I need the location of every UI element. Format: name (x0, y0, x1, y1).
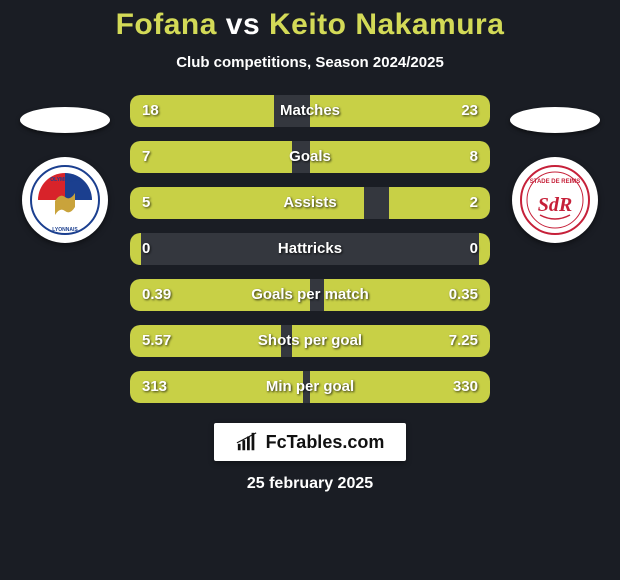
stat-row: 52Assists (130, 187, 490, 219)
brand-text: FcTables.com (266, 432, 385, 453)
right-club-crest-icon: STADE DE REIMS SdR (512, 157, 598, 243)
main-content: OLYMPIQUE LYONNAIS 1823Matches78Goals52A… (0, 95, 620, 403)
stat-value-left: 0.39 (142, 279, 171, 311)
stat-value-left: 313 (142, 371, 167, 403)
stats-bars: 1823Matches78Goals52Assists00Hattricks0.… (130, 95, 490, 403)
footer: FcTables.com 25 february 2025 (214, 423, 407, 493)
stat-value-right: 7.25 (449, 325, 478, 357)
bar-right (479, 233, 490, 265)
stat-value-left: 18 (142, 95, 159, 127)
right-flag-icon (510, 107, 600, 133)
comparison-card: Fofana vs Keito Nakamura Club competitio… (0, 0, 620, 580)
bar-right (310, 141, 490, 173)
stat-row: 1823Matches (130, 95, 490, 127)
stat-row: 313330Min per goal (130, 371, 490, 403)
left-side: OLYMPIQUE LYONNAIS (10, 95, 120, 243)
date-text: 25 february 2025 (247, 475, 373, 493)
stat-value-left: 7 (142, 141, 150, 173)
stat-row: 0 0Hattricks (130, 233, 490, 265)
stat-row: 0.390.35Goals per match (130, 279, 490, 311)
bar-left (130, 233, 141, 265)
stat-value-left: 5.57 (142, 325, 171, 357)
vs-text: vs (226, 8, 260, 41)
svg-text:SdR: SdR (538, 194, 572, 216)
stat-value-right: 0 (470, 233, 478, 265)
player1-name: Fofana (116, 8, 217, 41)
stat-value-right: 8 (470, 141, 478, 173)
stat-value-right: 2 (470, 187, 478, 219)
left-club-crest-icon: OLYMPIQUE LYONNAIS (22, 157, 108, 243)
svg-text:STADE DE REIMS: STADE DE REIMS (530, 179, 581, 185)
bar-left (130, 141, 292, 173)
stat-row: 78Goals (130, 141, 490, 173)
player2-name: Keito Nakamura (269, 8, 504, 41)
stat-label: Hattricks (130, 233, 490, 265)
bar-left (130, 187, 364, 219)
left-flag-icon (20, 107, 110, 133)
stat-value-right: 330 (453, 371, 478, 403)
svg-text:LYONNAIS: LYONNAIS (52, 227, 78, 233)
stat-value-left: 5 (142, 187, 150, 219)
svg-text:OLYMPIQUE: OLYMPIQUE (50, 177, 80, 183)
subtitle: Club competitions, Season 2024/2025 (176, 54, 444, 71)
bar-chart-icon (236, 431, 258, 453)
brand-badge: FcTables.com (214, 423, 407, 461)
stat-value-right: 0.35 (449, 279, 478, 311)
title: Fofana vs Keito Nakamura (116, 8, 505, 42)
stat-value-right: 23 (461, 95, 478, 127)
stat-value-left: 0 (142, 233, 150, 265)
right-side: STADE DE REIMS SdR (500, 95, 610, 243)
stat-row: 5.577.25Shots per goal (130, 325, 490, 357)
